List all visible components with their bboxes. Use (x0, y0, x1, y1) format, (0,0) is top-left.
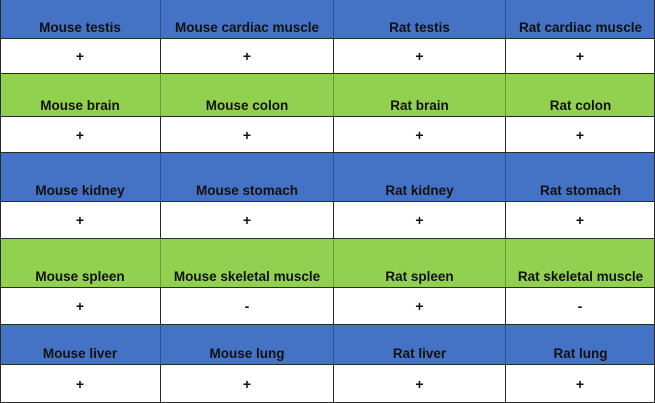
value-row: + - + - (0, 287, 655, 325)
expression-value: + (0, 288, 161, 324)
expression-value: + (0, 202, 161, 238)
tissue-label: Rat lung (553, 346, 608, 361)
header-row: Mouse liver Mouse lung Rat liver Rat lun… (0, 325, 655, 364)
expression-value: + (334, 288, 506, 324)
expression-value: + (161, 117, 334, 152)
expression-value: + (334, 202, 506, 238)
tissue-label: Mouse liver (0, 325, 161, 364)
value-row: + + + + (0, 364, 655, 403)
expression-value: + (506, 39, 655, 73)
tissue-label: Mouse skeletal muscle (161, 239, 334, 287)
tissue-label: Mouse brain (0, 74, 161, 116)
expression-value: + (506, 202, 655, 238)
expression-value: + (0, 39, 161, 73)
expression-value: + (0, 117, 161, 152)
value-row: + + + + (0, 201, 655, 239)
tissue-label: Mouse colon (161, 74, 334, 116)
header-row: Mouse brain Mouse colon Rat brain Rat co… (0, 74, 655, 116)
tissue-label: Mouse lung (161, 325, 334, 364)
expression-value: + (334, 365, 506, 402)
tissue-label: Mouse cardiac muscle (161, 0, 334, 38)
expression-value: + (506, 117, 655, 152)
expression-value: + (334, 117, 506, 152)
header-row: Mouse testis Mouse cardiac muscle Rat te… (0, 0, 655, 38)
expression-value: - (161, 288, 334, 324)
expression-value: + (0, 365, 161, 402)
expression-value: + (161, 202, 334, 238)
tissue-label: Rat stomach (539, 183, 622, 198)
expression-value: - (506, 288, 655, 324)
expression-value: + (161, 39, 334, 73)
tissue-label: Rat brain (334, 74, 506, 116)
tissue-label: Mouse testis (0, 0, 161, 38)
header-row: Mouse kidney Mouse stomach Rat kidney Ra… (0, 153, 655, 201)
tissue-label: Mouse stomach (161, 153, 334, 201)
tissue-label: Rat kidney (334, 153, 506, 201)
tissue-label: Mouse kidney (0, 153, 161, 201)
tissue-label: Rat colon (549, 98, 612, 113)
tissue-label: Rat skeletal muscle (517, 269, 644, 284)
expression-value: + (334, 39, 506, 73)
tissue-label: Mouse spleen (0, 239, 161, 287)
tissue-label: Rat testis (334, 0, 506, 38)
expression-value: + (506, 365, 655, 402)
tissue-label: Rat liver (334, 325, 506, 364)
value-row: + + + + (0, 38, 655, 74)
value-row: + + + + (0, 116, 655, 153)
expression-value: + (161, 365, 334, 402)
tissue-label: Rat cardiac muscle (518, 20, 643, 35)
tissue-label: Rat spleen (334, 239, 506, 287)
header-row: Mouse spleen Mouse skeletal muscle Rat s… (0, 239, 655, 287)
